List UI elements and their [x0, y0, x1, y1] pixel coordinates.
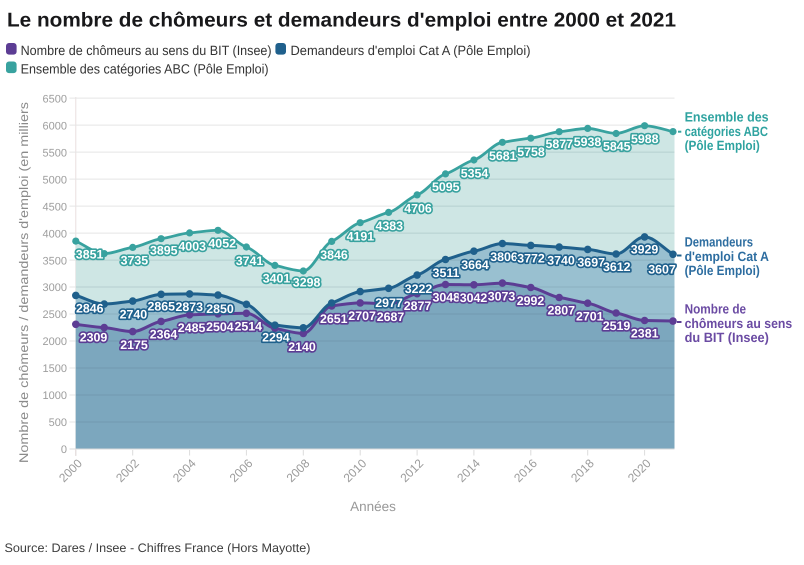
svg-text:2877: 2877 [404, 299, 432, 313]
svg-text:2977: 2977 [375, 296, 403, 310]
svg-text:Nombre de chômeurs au sens du: Nombre de chômeurs au sens du BIT (Insee… [21, 43, 272, 58]
svg-text:5938: 5938 [574, 135, 602, 149]
svg-text:3607: 3607 [648, 263, 676, 277]
svg-text:2992: 2992 [517, 294, 545, 308]
svg-text:3222: 3222 [405, 282, 433, 296]
svg-text:Source: Dares / Insee - Chiffr: Source: Dares / Insee - Chiffres France … [5, 541, 311, 555]
svg-text:6000: 6000 [43, 120, 67, 132]
svg-text:2175: 2175 [120, 338, 148, 352]
svg-text:2850: 2850 [206, 302, 234, 316]
svg-text:Le nombre de chômeurs et deman: Le nombre de chômeurs et demandeurs d'em… [7, 10, 676, 32]
svg-text:1000: 1000 [43, 390, 67, 402]
svg-text:5681: 5681 [489, 149, 517, 163]
svg-text:2651: 2651 [320, 312, 348, 326]
svg-text:4000: 4000 [43, 228, 67, 240]
svg-text:Nombre de: Nombre de [685, 301, 747, 316]
svg-text:2140: 2140 [288, 340, 316, 354]
svg-text:2701: 2701 [576, 310, 604, 324]
svg-text:2807: 2807 [548, 304, 576, 318]
svg-text:5988: 5988 [631, 132, 659, 146]
svg-text:2873: 2873 [176, 300, 204, 314]
svg-text:2294: 2294 [262, 331, 290, 345]
svg-text:3401: 3401 [263, 272, 291, 286]
svg-text:2485: 2485 [178, 321, 206, 335]
svg-text:3298: 3298 [293, 276, 321, 290]
svg-text:3895: 3895 [150, 244, 178, 258]
svg-text:4052: 4052 [208, 237, 236, 251]
svg-text:3073: 3073 [488, 289, 516, 303]
svg-text:1500: 1500 [43, 363, 67, 375]
svg-text:Ensemble des catégories ABC (P: Ensemble des catégories ABC (Pôle Emploi… [21, 62, 269, 77]
svg-text:0: 0 [61, 444, 67, 456]
svg-text:Demandeurs: Demandeurs [685, 234, 753, 249]
svg-text:3000: 3000 [43, 282, 67, 294]
svg-text:catégories ABC: catégories ABC [685, 124, 769, 139]
svg-text:3740: 3740 [547, 253, 575, 267]
svg-text:5500: 5500 [43, 147, 67, 159]
svg-text:5354: 5354 [461, 166, 489, 180]
svg-text:5000: 5000 [43, 174, 67, 186]
svg-text:3664: 3664 [461, 258, 489, 272]
svg-text:5758: 5758 [517, 145, 545, 159]
svg-text:3500: 3500 [43, 255, 67, 267]
svg-text:3697: 3697 [577, 256, 605, 270]
svg-text:2504: 2504 [206, 320, 234, 334]
svg-text:3846: 3846 [320, 248, 348, 262]
svg-text:du BIT (Insee): du BIT (Insee) [685, 330, 769, 345]
svg-text:3741: 3741 [236, 254, 264, 268]
svg-text:2687: 2687 [377, 310, 405, 324]
svg-text:2381: 2381 [631, 326, 659, 340]
svg-text:2000: 2000 [43, 336, 67, 348]
svg-text:(Pôle Emploi): (Pôle Emploi) [685, 138, 760, 153]
svg-text:4500: 4500 [43, 201, 67, 213]
svg-text:4706: 4706 [404, 202, 432, 216]
svg-text:5877: 5877 [546, 137, 574, 151]
svg-text:2500: 2500 [43, 309, 67, 321]
svg-text:2519: 2519 [603, 319, 631, 333]
svg-text:2707: 2707 [348, 309, 376, 323]
svg-text:3929: 3929 [631, 243, 659, 257]
svg-text:500: 500 [49, 417, 67, 429]
svg-text:Demandeurs d'emploi Cat A (Pôl: Demandeurs d'emploi Cat A (Pôle Emploi) [291, 43, 531, 58]
svg-text:d'emploi Cat A: d'emploi Cat A [685, 249, 770, 264]
svg-text:4383: 4383 [376, 219, 404, 233]
svg-text:2740: 2740 [120, 308, 148, 322]
svg-text:3735: 3735 [121, 253, 149, 267]
svg-text:Années: Années [350, 499, 396, 514]
svg-text:2846: 2846 [76, 301, 104, 315]
svg-text:3806: 3806 [490, 250, 518, 264]
svg-text:6500: 6500 [43, 93, 67, 105]
svg-text:2865: 2865 [148, 300, 176, 314]
svg-text:3048: 3048 [433, 291, 461, 305]
svg-text:5095: 5095 [432, 180, 460, 194]
svg-text:Nombre de chômeurs / demandeur: Nombre de chômeurs / demandeurs d'emploi… [17, 102, 31, 463]
svg-text:3851: 3851 [76, 248, 104, 262]
svg-text:5845: 5845 [603, 140, 631, 154]
svg-text:2364: 2364 [150, 328, 178, 342]
svg-text:2514: 2514 [235, 320, 263, 334]
svg-text:3511: 3511 [433, 266, 460, 280]
svg-text:Ensemble des: Ensemble des [685, 109, 769, 124]
svg-text:3772: 3772 [517, 252, 545, 266]
svg-text:4003: 4003 [178, 239, 206, 253]
svg-text:chômeurs au sens: chômeurs au sens [685, 316, 793, 331]
svg-text:2309: 2309 [80, 331, 108, 345]
svg-text:3042: 3042 [460, 291, 488, 305]
svg-text:3612: 3612 [603, 260, 631, 274]
svg-text:4191: 4191 [347, 229, 375, 243]
svg-text:(Pôle Emploi): (Pôle Emploi) [685, 263, 760, 278]
